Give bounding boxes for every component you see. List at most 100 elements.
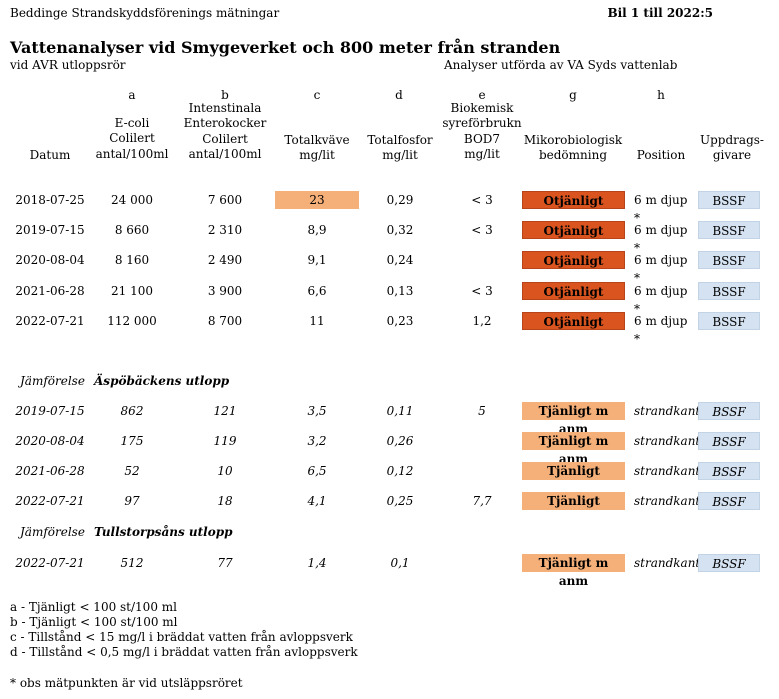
cell-b: 119	[213, 434, 237, 448]
cell-e: 7,7	[472, 494, 492, 508]
cell-a: 8 160	[114, 253, 150, 267]
cell-d: 0,24	[386, 253, 414, 267]
cell-c: 11	[309, 314, 325, 328]
col-header-uppdrag: Uppdrags- givare	[697, 133, 767, 164]
note-b: b - Tjänligt < 100 st/100 ml	[10, 615, 178, 629]
col-header-datum: Datum	[29, 148, 71, 162]
col-header-a: E-coli Colilert antal/100ml	[87, 116, 177, 162]
status-badge-otjanligt: Otjänligt	[522, 191, 625, 209]
status-badge-tjanligt: Tjänligt m anm	[522, 402, 625, 436]
cell-a: 512	[120, 556, 144, 570]
status-badge-tjanligt: Tjänligt	[522, 492, 625, 510]
giver-badge: BSSF	[698, 251, 760, 269]
cell-d: 0,12	[386, 464, 414, 478]
cell-date: 2020-08-04	[15, 434, 85, 448]
cell-b: 3 900	[207, 284, 243, 298]
cell-e	[437, 251, 527, 269]
giver-badge: BSSF	[698, 312, 760, 330]
status-badge-otjanligt: Otjänligt	[522, 221, 625, 239]
page-title: Vattenanalyser vid Smygeverket och 800 m…	[10, 38, 561, 57]
cell-a: 8 660	[114, 223, 150, 237]
col-letter-b: b	[221, 88, 229, 102]
col-header-d-line2: mg/lit	[382, 148, 418, 163]
note-d: d - Tillstånd < 0,5 mg/l i bräddat vatte…	[10, 645, 358, 659]
cell-d: 0,29	[386, 193, 414, 207]
cell-c: 8,9	[307, 223, 327, 237]
cell-c-highlight: 23	[275, 191, 359, 209]
cell-d: 0,26	[386, 434, 414, 448]
cell-position: strandkant	[634, 556, 701, 570]
cell-position: strandkant	[634, 404, 701, 418]
cell-e	[437, 432, 527, 450]
cell-position: strandkant	[634, 494, 701, 508]
note-a: a - Tjänligt < 100 st/100 ml	[10, 600, 177, 614]
col-header-b-line1: Intenstinala	[188, 101, 262, 115]
cell-date: 2020-08-04	[15, 253, 85, 267]
col-header-c: Totalkväve mg/lit	[272, 133, 362, 164]
cell-a: 21 100	[111, 284, 153, 298]
col-header-a-line1: E-coli	[114, 116, 150, 130]
cell-c: 6,6	[307, 284, 327, 298]
cell-d: 0,13	[386, 284, 414, 298]
col-header-b: Intenstinala Enterokocker Colilert antal…	[180, 101, 270, 162]
cell-c: 4,1	[307, 494, 327, 508]
cell-b: 7 600	[207, 193, 243, 207]
col-header-c-line2: mg/lit	[299, 148, 335, 163]
cell-b: 121	[213, 404, 237, 418]
cell-date: 2021-06-28	[15, 284, 85, 298]
cell-c: 1,4	[307, 556, 327, 570]
giver-badge: BSSF	[698, 554, 760, 572]
cell-a: 52	[124, 464, 140, 478]
cell-e	[437, 554, 527, 572]
status-badge-otjanligt: Otjänligt	[522, 251, 625, 269]
col-header-e-line2: syreförbrukn	[442, 116, 522, 131]
cell-e: < 3	[471, 193, 493, 207]
cell-a: 24 000	[111, 193, 153, 207]
cell-c: 3,2	[307, 434, 327, 448]
col-letter-g: g	[569, 88, 577, 102]
cell-date: 2022-07-21	[15, 556, 85, 570]
cell-d: 0,1	[390, 556, 410, 570]
col-header-e-line3: BOD7	[463, 131, 501, 146]
col-header-e: Biokemisk syreförbrukn BOD7 mg/lit	[437, 101, 527, 162]
col-header-g: Mikorobiologisk bedömning	[523, 133, 623, 164]
col-header-b-line2: Enterokocker	[183, 116, 267, 131]
cell-date: 2018-07-25	[15, 193, 85, 207]
cell-position: 6 m djup *	[634, 223, 688, 255]
cell-c: 6,5	[307, 464, 327, 478]
cell-position: strandkant	[634, 464, 701, 478]
cell-d: 0,11	[386, 404, 414, 418]
giver-badge: BSSF	[698, 432, 760, 450]
cell-d: 0,32	[386, 223, 414, 237]
cell-position: 6 m djup *	[634, 284, 688, 316]
col-header-uppdrag-line2: givare	[712, 148, 752, 163]
cell-a: 175	[120, 434, 144, 448]
giver-badge: BSSF	[698, 492, 760, 510]
cell-a: 862	[120, 404, 144, 418]
cell-b: 77	[217, 556, 233, 570]
col-header-uppdrag-line1: Uppdrags-	[700, 133, 764, 147]
cell-e: < 3	[471, 223, 493, 237]
cell-date: 2019-07-15	[15, 404, 85, 418]
status-badge-tjanligt: Tjänligt	[522, 462, 625, 480]
status-badge-tjanligt: Tjänligt m anm	[522, 554, 625, 588]
col-header-a-line3: antal/100ml	[95, 146, 169, 161]
col-header-d: Totalfosfor mg/lit	[355, 133, 445, 164]
cell-b: 8 700	[207, 314, 243, 328]
cell-e: 1,2	[472, 314, 492, 328]
col-header-g-line1: Mikorobiologisk	[523, 133, 623, 147]
cell-date: 2021-06-28	[15, 464, 85, 478]
subtitle-left: vid AVR utloppsrör	[10, 58, 126, 72]
cell-b: 2 490	[207, 253, 243, 267]
col-header-g-line2: bedömning	[538, 148, 608, 163]
cell-d: 0,25	[386, 494, 414, 508]
footnote: * obs mätpunkten är vid utsläppsröret	[10, 676, 243, 690]
cell-position: 6 m djup *	[634, 193, 688, 225]
status-badge-tjanligt: Tjänligt m anm	[522, 432, 625, 466]
giver-badge: BSSF	[698, 462, 760, 480]
header-left: Beddinge Strandskyddsförenings mätningar	[10, 6, 280, 20]
cell-e	[437, 462, 527, 480]
cell-position: strandkant	[634, 434, 701, 448]
col-letter-c: c	[313, 88, 321, 102]
cell-b: 10	[217, 464, 233, 478]
